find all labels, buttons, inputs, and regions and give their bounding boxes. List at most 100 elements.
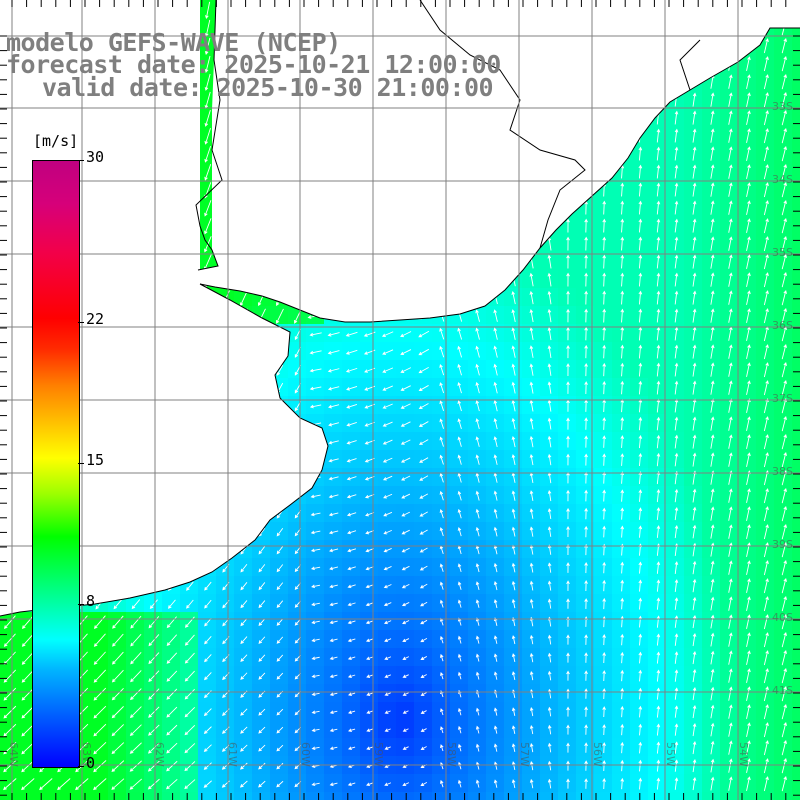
speed-cell — [432, 504, 451, 523]
wind-arrow — [382, 421, 393, 427]
wind-arrow — [21, 633, 34, 647]
wind-arrow — [439, 508, 444, 519]
wind-arrow — [204, 636, 212, 645]
speed-cell — [594, 612, 613, 631]
speed-cell — [486, 576, 505, 595]
wind-arrow — [547, 290, 552, 305]
speed-cell — [648, 378, 667, 397]
speed-cell — [342, 720, 361, 739]
wind-arrow — [493, 327, 498, 340]
wind-arrow — [674, 164, 679, 179]
speed-cell — [720, 162, 739, 181]
wind-arrow — [440, 744, 444, 752]
speed-cell — [198, 0, 217, 19]
speed-cell — [738, 774, 757, 793]
speed-cell — [702, 522, 721, 541]
speed-cell — [558, 288, 577, 307]
speed-cell — [594, 432, 613, 451]
wind-arrow — [148, 652, 160, 665]
wind-arrow — [309, 332, 322, 337]
speed-cell — [396, 504, 415, 523]
speed-cell — [504, 378, 523, 397]
wind-arrow — [620, 741, 625, 754]
speed-cell — [558, 234, 577, 253]
wind-arrow — [566, 453, 570, 466]
speed-cell — [360, 558, 379, 577]
wind-arrow — [383, 548, 392, 553]
speed-cell — [522, 558, 541, 577]
wind-arrow — [728, 434, 733, 449]
wind-arrow — [529, 435, 534, 448]
wind-arrow — [746, 632, 751, 647]
speed-cell — [576, 792, 595, 800]
speed-cell — [756, 162, 775, 181]
speed-cell — [594, 522, 613, 541]
wind-arrow — [656, 470, 661, 485]
wind-arrow — [529, 490, 534, 501]
speed-cell — [72, 774, 91, 793]
wind-arrow — [746, 164, 751, 179]
wind-arrow — [781, 685, 787, 702]
wind-arrow — [763, 236, 769, 252]
wind-arrow — [346, 440, 357, 445]
speed-cell — [666, 486, 685, 505]
wind-arrow — [166, 778, 178, 790]
wind-arrow — [763, 452, 769, 468]
speed-cell — [324, 504, 343, 523]
wind-arrow — [547, 598, 552, 609]
speed-cell — [468, 504, 487, 523]
speed-cell — [720, 198, 739, 217]
wind-arrow — [346, 422, 357, 427]
wind-arrow — [457, 779, 462, 788]
speed-cell — [324, 486, 343, 505]
wind-arrow — [184, 779, 196, 790]
speed-cell — [234, 612, 253, 631]
wind-arrow — [674, 272, 679, 287]
wind-arrow — [746, 272, 751, 287]
lon-label: 57W — [518, 742, 531, 767]
speed-cell — [720, 216, 739, 235]
wind-arrow — [674, 687, 679, 700]
speed-cell — [198, 180, 217, 199]
speed-cell — [774, 342, 793, 361]
wind-arrow — [384, 656, 392, 660]
speed-cell — [180, 774, 199, 793]
speed-cell — [702, 576, 721, 595]
speed-cell — [90, 774, 109, 793]
wind-arrow — [763, 722, 769, 738]
wind-arrow — [529, 526, 534, 537]
speed-cell — [306, 648, 325, 667]
speed-cell — [252, 648, 271, 667]
speed-cell — [450, 504, 469, 523]
wind-arrow — [204, 654, 212, 663]
wind-arrow — [728, 344, 733, 359]
wind-arrow — [347, 674, 356, 679]
wind-arrow — [566, 272, 570, 287]
speed-cell — [702, 684, 721, 703]
speed-cell — [450, 396, 469, 415]
land-mask — [0, 0, 800, 616]
wind-arrow — [584, 670, 588, 681]
wind-arrow — [638, 687, 643, 700]
wind-arrow — [728, 182, 733, 197]
speed-cell — [720, 324, 739, 343]
speed-cell — [648, 774, 667, 793]
wind-arrow — [620, 254, 625, 269]
speed-cell — [432, 432, 451, 451]
speed-cell — [648, 396, 667, 415]
speed-cell — [450, 576, 469, 595]
speed-cell — [720, 270, 739, 289]
wind-arrow — [584, 724, 588, 735]
speed-cell — [738, 72, 757, 91]
speed-cell — [612, 432, 631, 451]
speed-cell — [144, 774, 163, 793]
wind-arrow — [710, 398, 715, 413]
wind-arrow — [130, 652, 142, 665]
wind-arrow — [584, 760, 588, 771]
speed-cell — [774, 396, 793, 415]
wind-arrow — [781, 649, 787, 666]
wind-arrow — [620, 200, 625, 215]
speed-cell — [234, 738, 253, 757]
speed-cell — [378, 414, 397, 433]
wind-arrow — [311, 782, 320, 787]
